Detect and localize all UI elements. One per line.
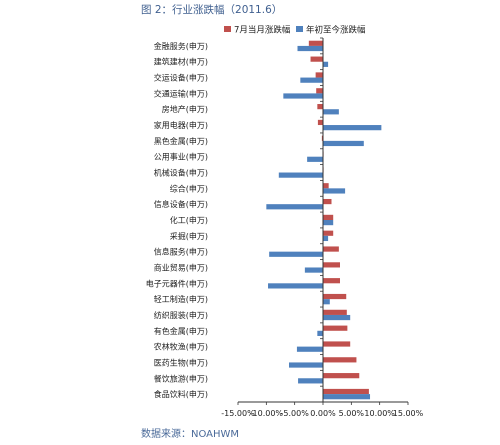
category-label: 信息服务(申万) (154, 247, 208, 257)
bar-series2 (300, 77, 323, 83)
bar-series2 (323, 235, 329, 242)
category-label: 房地产(申万) (162, 104, 208, 114)
category-label: 轻工制造(申万) (154, 294, 208, 304)
bar-series2 (323, 61, 329, 67)
x-tick-label: 15.00% (393, 409, 424, 418)
bar-series1 (308, 40, 323, 46)
bar-series2 (283, 93, 323, 99)
bar-series2 (266, 204, 323, 210)
category-label: 金融服务(申万) (154, 41, 208, 51)
category-label: 纺织服装(申万) (154, 310, 208, 320)
bar-series2 (323, 314, 351, 321)
bar-series1 (323, 198, 332, 205)
bar-series1 (310, 56, 323, 62)
x-tick-label: 0.00% (310, 409, 336, 418)
x-tick-label: -5.00% (281, 409, 310, 418)
bar-series2 (298, 378, 323, 384)
bar-series1 (323, 341, 351, 347)
bar-series2 (268, 283, 323, 289)
x-tick-label: -10.00% (250, 409, 284, 418)
bar-series2 (323, 140, 364, 147)
category-label: 综合(申万) (170, 183, 208, 193)
bar-series2 (307, 156, 323, 162)
bar-series1 (323, 278, 340, 284)
category-label: 黑色金属(申万) (154, 136, 208, 146)
legend-swatch-series1 (224, 26, 231, 32)
bar-series1 (323, 309, 347, 315)
category-label: 医药生物(申万) (154, 357, 208, 367)
category-label: 农林牧渔(申万) (154, 342, 208, 352)
category-label: 餐饮旅游(申万) (154, 373, 208, 383)
bar-series2 (297, 45, 323, 52)
category-label: 有色金属(申万) (154, 326, 208, 336)
bar-series2 (304, 267, 323, 273)
x-tick-label: -15.00% (221, 409, 255, 418)
legend-swatch-series2 (296, 26, 303, 32)
bar-series1 (323, 388, 369, 395)
category-label: 机械设备(申万) (154, 168, 208, 178)
bar-series1 (323, 325, 348, 331)
bar-series2 (323, 220, 334, 226)
chart-legend: 7月当月涨跌幅 年初至今涨跌幅 (224, 25, 366, 36)
category-label: 交通运输(申万) (154, 88, 208, 98)
bar-series2 (289, 362, 323, 368)
category-label: 电子元器件(申万) (146, 278, 208, 288)
category-label: 家用电器(申万) (154, 120, 208, 130)
chart-axes (238, 37, 408, 403)
figure-title: 图 2：行业涨跌幅（2011.6） (141, 4, 283, 16)
bar-series1 (323, 262, 340, 268)
bar-series2 (323, 299, 330, 305)
bar-series1 (323, 293, 347, 300)
x-tick-labels: -15.00%-10.00%-5.00% 0.00% 5.00% 10.00%15.0… (221, 402, 424, 418)
bar-series2 (323, 125, 382, 131)
bar-series1 (317, 104, 323, 110)
x-tick-label: 5.00% (339, 409, 365, 418)
bar-series2 (317, 330, 323, 336)
category-label: 采掘(申万) (170, 231, 208, 241)
legend-label-series2: 年初至今涨跌幅 (306, 25, 366, 36)
category-label: 化工(申万) (170, 215, 208, 225)
bar-series2 (323, 394, 371, 400)
legend-label-series1: 7月当月涨跌幅 (234, 25, 291, 36)
bar-series2 (296, 346, 323, 352)
bar-series1 (323, 230, 334, 236)
bar-series2 (323, 109, 339, 115)
x-tick-label: 10.00% (364, 409, 395, 418)
category-label: 公用事业(申万) (154, 152, 208, 162)
bar-series1 (317, 119, 323, 126)
chart-bars (266, 40, 382, 400)
bar-series1 (316, 88, 323, 94)
bar-series2 (269, 251, 323, 257)
category-labels: 金融服务(申万) 建筑建材(申万) 交运设备(申万) 交通运输(申万) 房地产(申万) 家… (146, 41, 208, 399)
category-label: 信息设备(申万) (154, 199, 208, 209)
bar-series1 (315, 72, 323, 78)
bar-series2 (323, 188, 346, 194)
bar-series2 (278, 172, 323, 178)
category-label: 交运设备(申万) (154, 73, 208, 83)
category-label: 建筑建材(申万) (154, 57, 208, 67)
bar-series1 (323, 246, 339, 252)
figure-source: 数据来源：NOAHWM (141, 429, 240, 440)
bar-series1 (321, 135, 323, 141)
category-label: 商业贸易(申万) (154, 262, 208, 272)
category-label: 食品饮料(申万) (154, 389, 208, 399)
bar-series1 (323, 183, 329, 189)
bar-series1 (323, 373, 360, 379)
bar-series1 (323, 214, 334, 220)
bar-series1 (323, 357, 357, 363)
